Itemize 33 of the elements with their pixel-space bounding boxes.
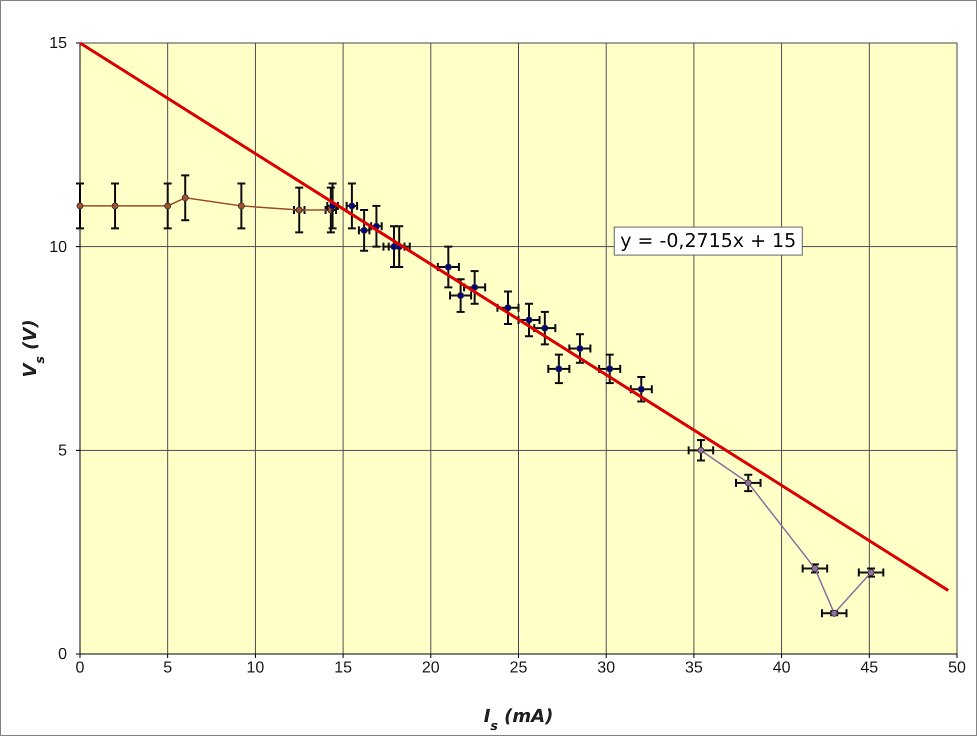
x-tick-label: 20 bbox=[422, 659, 440, 676]
y-tick-label: 0 bbox=[58, 646, 68, 664]
x-tick-label: 25 bbox=[510, 659, 528, 676]
point bbox=[697, 446, 704, 454]
point bbox=[576, 345, 584, 352]
x-tick-label: 35 bbox=[685, 659, 703, 676]
point bbox=[164, 202, 172, 210]
x-tick-label: 5 bbox=[163, 659, 172, 676]
y-tick-label: 15 bbox=[49, 35, 68, 52]
x-tick-label: 40 bbox=[772, 659, 791, 676]
point bbox=[76, 202, 84, 210]
x-tick-label: 0 bbox=[76, 659, 85, 676]
x-tick-label: 50 bbox=[948, 659, 966, 676]
x-tick-label: 45 bbox=[860, 659, 878, 676]
point bbox=[638, 386, 645, 393]
x-tick-label: 10 bbox=[246, 659, 264, 676]
point bbox=[541, 324, 548, 332]
point bbox=[504, 304, 512, 312]
point bbox=[112, 202, 119, 210]
point bbox=[606, 365, 614, 372]
annotation: y = -0,2715x + 15 bbox=[620, 230, 796, 252]
y-tick-label: 5 bbox=[58, 442, 68, 460]
point bbox=[444, 264, 452, 271]
point bbox=[555, 365, 562, 372]
point bbox=[526, 316, 533, 324]
point bbox=[744, 479, 752, 486]
x-axis-title: I$_{s}$ (mA) bbox=[484, 706, 554, 732]
point bbox=[238, 202, 245, 210]
y-tick-label: 10 bbox=[49, 238, 68, 256]
x-tick-label: 15 bbox=[334, 659, 352, 676]
point bbox=[182, 194, 189, 202]
point bbox=[457, 292, 464, 300]
x-tick-label: 30 bbox=[597, 659, 616, 676]
